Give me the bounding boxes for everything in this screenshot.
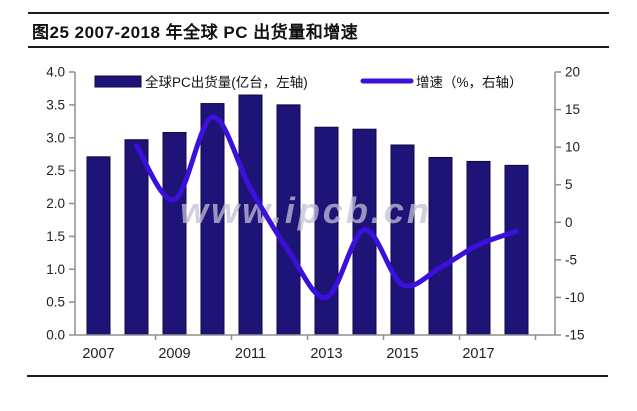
- x-axis-year-label: 2011: [235, 346, 266, 362]
- right-axis-tick-label: 5: [565, 177, 573, 192]
- right-axis-tick-label: 10: [565, 140, 580, 155]
- page-bottom-rule: [27, 375, 608, 377]
- right-axis-tick-label: -10: [565, 290, 585, 305]
- left-axis-tick-label: 3.0: [46, 130, 65, 145]
- bar-2007: [86, 156, 111, 336]
- x-axis-year-label: 2013: [310, 346, 342, 362]
- left-axis-tick-label: 0.0: [46, 328, 65, 343]
- bar-2015: [390, 144, 415, 336]
- right-axis-tick-label: 0: [565, 215, 573, 230]
- x-axis-year-label: 2015: [386, 346, 418, 362]
- bar-2009: [162, 131, 187, 336]
- title-rule-bottom: [28, 46, 609, 48]
- bar-2018: [504, 164, 529, 336]
- axes: 0.0 0.5 1.0 1.5 2.0 2.5 3.0 3.5 4.0 -15 -10 -5 0 5 10 1…: [46, 65, 584, 363]
- x-axis-year-label: 2009: [158, 346, 190, 362]
- watermark-text: www.ipcb.cn: [180, 190, 432, 231]
- title-rule-top: [28, 12, 609, 14]
- right-axis-tick-label: -5: [565, 252, 577, 267]
- left-axis-tick-label: 2.5: [46, 163, 65, 178]
- shipment-bars: [86, 94, 529, 336]
- left-axis-tick-label: 2.0: [46, 196, 65, 211]
- bar-2016: [428, 156, 453, 336]
- right-axis-tick-label: -15: [565, 328, 585, 343]
- legend-bar-label: 全球PC出货量(亿台，左轴): [145, 74, 308, 90]
- legend-line-label: 增速（%，右轴）: [416, 75, 523, 90]
- figure-title: 图25 2007-2018 年全球 PC 出货量和增速: [32, 23, 359, 42]
- right-axis-tick-label: 15: [565, 102, 580, 117]
- bar-2013: [314, 126, 339, 336]
- right-axis-tick-label: 20: [565, 65, 580, 80]
- pc-shipment-chart: www.ipcb.cn 0.0 0.5 1.0 1.5 2.0 2.5 3.0 3.5 4.0 -…: [46, 65, 584, 363]
- left-axis-tick-label: 3.5: [46, 97, 65, 112]
- bar-2008: [124, 139, 149, 336]
- x-axis-year-label: 2017: [462, 346, 494, 362]
- growth-line-path: [134, 114, 519, 300]
- left-axis-tick-label: 4.0: [46, 65, 65, 80]
- legend: 全球PC出货量(亿台，左轴) 增速（%，右轴）: [94, 74, 523, 90]
- left-axis-tick-label: 0.5: [46, 295, 65, 310]
- growth-line: [134, 114, 519, 300]
- x-axis-year-label: 2007: [82, 346, 114, 362]
- left-axis-tick-label: 1.0: [46, 262, 65, 277]
- legend-bar-swatch: [94, 75, 142, 88]
- left-axis-tick-label: 1.5: [46, 229, 65, 244]
